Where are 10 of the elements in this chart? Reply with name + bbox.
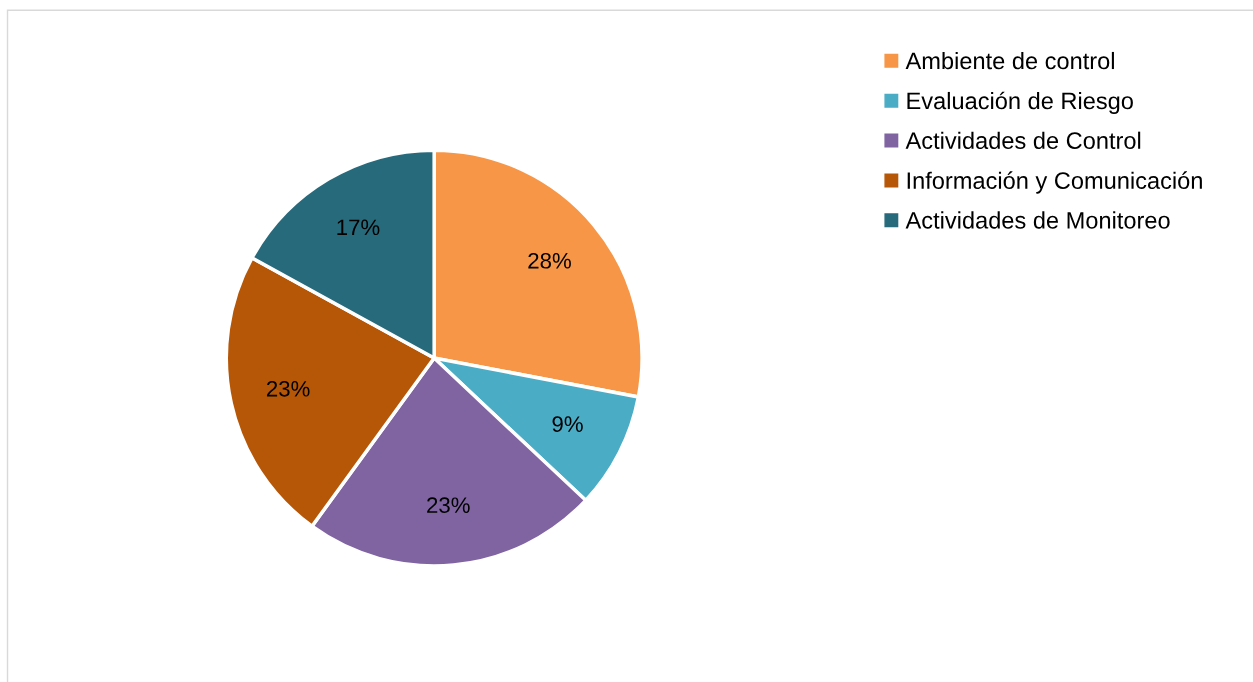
legend-label: Ambiente de control: [905, 51, 1114, 70]
legend-label: Actividades de Control: [905, 131, 1141, 149]
data-label: 28%: [528, 252, 571, 269]
legend-label: Actividades de Monitoreo: [905, 211, 1170, 229]
legend-label: Información y Comunicación: [907, 171, 1202, 194]
legend-label: Evaluación de Riesgo: [907, 91, 1133, 114]
data-label: 23%: [427, 497, 470, 514]
data-label: 23%: [266, 380, 310, 397]
data-label: 9%: [552, 416, 583, 432]
data-label: 17%: [337, 219, 380, 236]
